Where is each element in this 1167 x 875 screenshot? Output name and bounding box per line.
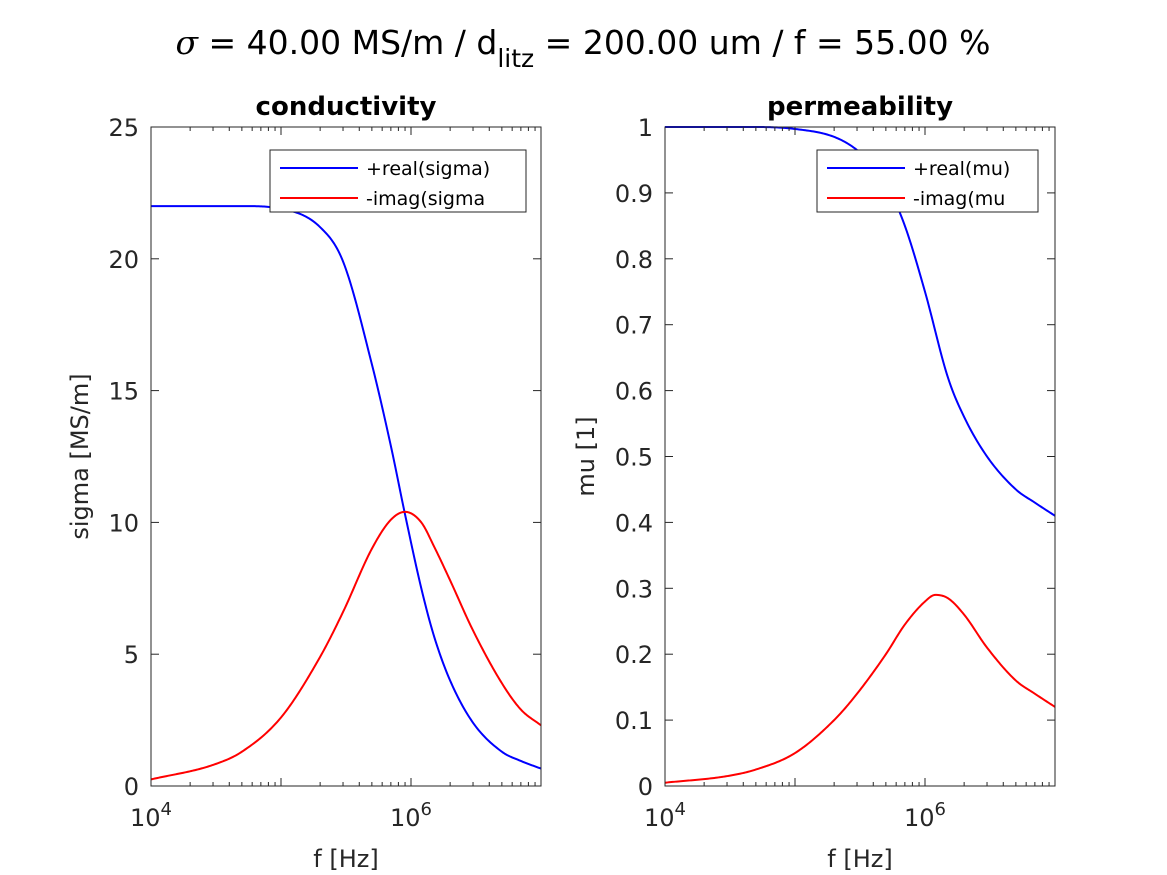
chart0-legend-box xyxy=(269,149,527,213)
chart1-x-axis-label: f [Hz] xyxy=(827,845,892,873)
chart0-legend-label-imag-sigma: -imag(sigma xyxy=(366,188,485,210)
chart1-title: permeability xyxy=(767,92,953,122)
chart1-y-tick-label: 0.1 xyxy=(615,707,653,735)
chart1-x-tick-base: 10 xyxy=(904,804,935,832)
chart0-y-tick-label: 25 xyxy=(108,114,139,142)
chart0-y-axis-label: sigma [MS/m] xyxy=(66,373,94,539)
chart0-x-axis-label: f [Hz] xyxy=(313,845,378,873)
chart1-plot-area xyxy=(665,127,1055,786)
chart0-legend: +real(sigma) -imag(sigma xyxy=(269,149,527,213)
chart1-y-tick-label: 1 xyxy=(638,114,653,142)
figure-title-part2: = 200.00 um / f = 55.00 % xyxy=(534,23,990,62)
chart1-y-tick-label: 0.4 xyxy=(615,509,653,537)
chart1-y-tick-label: 0.5 xyxy=(615,444,653,472)
chart1-x-tick-label: 104 xyxy=(644,799,686,832)
figure-title-sigma: σ xyxy=(176,23,200,62)
chart1-series-imag-mu xyxy=(664,593,1056,784)
chart1-y-tick-label: 0.7 xyxy=(615,312,653,340)
chart0-y-tick-label: 0 xyxy=(124,773,139,801)
chart1-y-axis-label: mu [1] xyxy=(572,416,600,496)
chart1-y-tick-label: 0.9 xyxy=(615,180,653,208)
chart0-y-tick-label: 20 xyxy=(108,246,139,274)
chart1-legend: +real(mu) -imag(mu xyxy=(816,149,1039,213)
chart0-legend-label-real-sigma: +real(sigma) xyxy=(366,158,490,180)
chart1-y-tick-label: 0.8 xyxy=(615,246,653,274)
chart0-x-tick-base: 10 xyxy=(130,804,161,832)
chart1-legend-label-real-mu: +real(mu) xyxy=(913,158,1010,180)
chart1-y-tick-label: 0.2 xyxy=(615,641,653,669)
chart1-y-tick-label: 0 xyxy=(638,773,653,801)
chart0-y-tick-label: 5 xyxy=(124,641,139,669)
chart1-legend-box xyxy=(816,149,1039,213)
figure-title-part1: = 40.00 MS/m / d xyxy=(198,23,497,62)
chart1-y-tick-label: 0.6 xyxy=(615,378,653,406)
chart0-axes-box xyxy=(150,126,542,787)
chart1-x-tick-exponent: 4 xyxy=(675,799,686,820)
chart0-x-tick-exponent: 4 xyxy=(161,799,172,820)
chart1-x-tick-base: 10 xyxy=(644,804,675,832)
chart0-x-tick-exponent: 6 xyxy=(421,799,432,820)
chart1-axes-box xyxy=(664,126,1056,787)
chart0-series-imag-sigma xyxy=(150,510,542,781)
chart0-x-tick-base: 10 xyxy=(390,804,421,832)
permeability-plot: 104 10600.10.20.30.40.50.60.70.80.91perme… xyxy=(572,92,1056,873)
chart1-y-tick-label: 0.3 xyxy=(615,575,653,603)
chart0-x-tick-label: 104 xyxy=(130,799,172,832)
chart0-series-real-sigma xyxy=(151,205,542,770)
figure-title: σ = 40.00 MS/m / dlitz = 200.00 um / f =… xyxy=(176,23,991,73)
chart0-y-tick-label: 10 xyxy=(108,509,139,537)
chart0-plot-area xyxy=(151,127,541,786)
chart0-title: conductivity xyxy=(256,92,437,122)
figure-title-subscript: litz xyxy=(497,44,534,73)
chart1-legend-label-imag-mu: -imag(mu xyxy=(913,188,1005,210)
chart1-x-tick-label: 106 xyxy=(904,799,946,832)
chart0-x-tick-label: 106 xyxy=(390,799,432,832)
chart1-x-tick-exponent: 6 xyxy=(935,799,946,820)
chart0-y-tick-label: 15 xyxy=(108,378,139,406)
